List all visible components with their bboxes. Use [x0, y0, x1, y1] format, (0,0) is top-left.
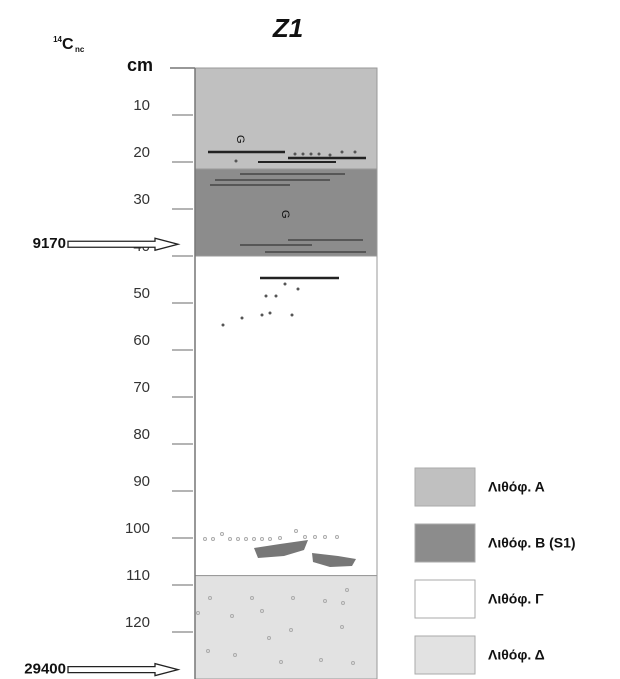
- decoration: G G: [196, 135, 366, 665]
- tick-label: 20: [133, 144, 150, 161]
- c14-label: 14 C nc: [53, 35, 85, 54]
- tick-label: 110: [126, 567, 150, 584]
- legend-swatch: [414, 579, 476, 619]
- legend-swatch: [414, 467, 476, 507]
- date-arrow: [67, 662, 181, 677]
- axis-label: cm: [127, 55, 153, 75]
- title: Z1: [272, 13, 303, 43]
- date-arrow: [67, 237, 181, 252]
- svg-text:G: G: [234, 135, 246, 144]
- layers: [194, 67, 378, 679]
- c14-main: C: [62, 36, 74, 53]
- tick-label: 90: [133, 473, 150, 490]
- date-label: 9170: [33, 235, 66, 252]
- c14-super: 14: [53, 35, 62, 44]
- tick-label: 10: [133, 97, 150, 114]
- legend-label: Λιθόφ. Δ: [488, 647, 545, 663]
- tick-label: 50: [133, 285, 150, 302]
- tick-label: 80: [133, 426, 150, 443]
- tick-label: 60: [133, 332, 150, 349]
- legend-label: Λιθόφ. Γ: [488, 591, 544, 607]
- legend-label: Λιθόφ. Α: [488, 479, 545, 495]
- tick-label: 70: [133, 379, 150, 396]
- layer: [194, 67, 378, 170]
- layer: [194, 168, 378, 257]
- date-label: 29400: [24, 661, 66, 678]
- layer: [194, 255, 378, 577]
- tick-label: 30: [133, 191, 150, 208]
- c14-sub: nc: [75, 45, 85, 54]
- legend-label: Λιθόφ. Β (S1): [488, 535, 576, 551]
- svg-text:G: G: [279, 210, 291, 219]
- legend-swatch: [414, 635, 476, 675]
- tick-label: 100: [125, 520, 150, 537]
- layer: [194, 575, 378, 679]
- legend-swatch: [414, 523, 476, 563]
- tick-label: 120: [125, 614, 150, 631]
